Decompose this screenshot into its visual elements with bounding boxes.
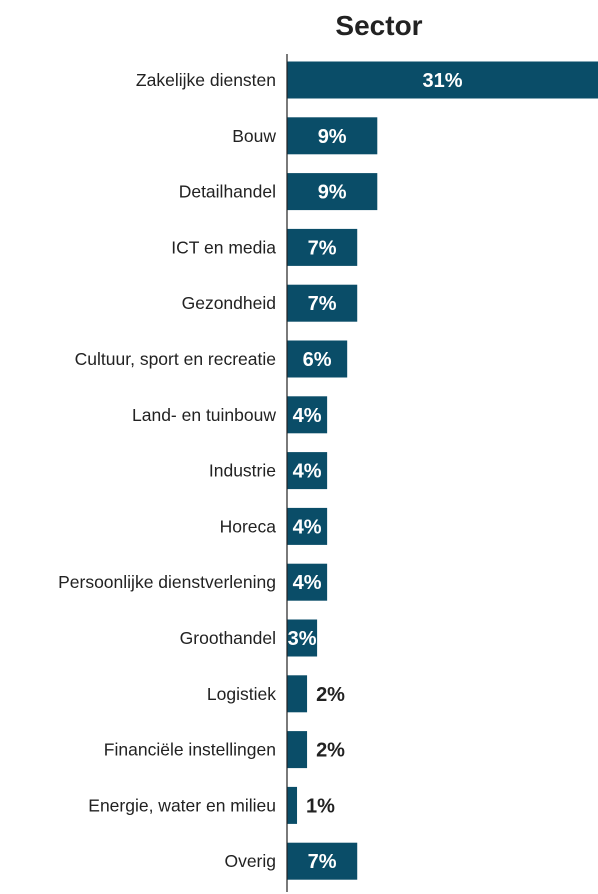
category-label-logistiek: Logistiek <box>207 684 276 704</box>
category-label-zakelijke-diensten: Zakelijke diensten <box>136 70 276 90</box>
value-label-land-en-tuinbouw: 4% <box>293 405 322 427</box>
bar-bouw <box>287 117 378 155</box>
bar-groothandel <box>287 619 318 657</box>
bar-industrie <box>287 452 328 490</box>
bar-land-en-tuinbouw <box>287 396 328 434</box>
value-label-overig: 7% <box>308 851 337 873</box>
value-label-industrie: 4% <box>293 461 322 483</box>
category-label-industrie: Industrie <box>209 461 276 481</box>
bar-financiele-instellingen <box>287 731 308 769</box>
value-label-persoonlijke-dienstverlening: 4% <box>293 572 322 594</box>
bar-persoonlijke-dienstverlening <box>287 563 328 601</box>
category-label-energie-water-en-milieu: Energie, water en milieu <box>88 795 276 815</box>
value-label-bouw: 9% <box>318 126 347 148</box>
category-label-cultuur-sport-en-recreatie: Cultuur, sport en recreatie <box>75 349 276 369</box>
category-label-overig: Overig <box>224 851 276 871</box>
category-label-land-en-tuinbouw: Land- en tuinbouw <box>132 405 276 425</box>
value-labels: 31% 9% 9% 7% 7% 6% 4% 4% 4% 4% 3% 2% 2% 1% 7% <box>288 70 463 873</box>
category-label-persoonlijke-dienstverlening: Persoonlijke dienstverlening <box>58 572 276 592</box>
category-labels: Zakelijke diensten Bouw Detailhandel ICT en… <box>58 70 276 871</box>
value-label-groothandel: 3% <box>288 628 317 650</box>
category-label-detailhandel: Detailhandel <box>179 182 276 202</box>
bar-logistiek <box>287 675 308 713</box>
bar-zakelijke-diensten <box>287 61 598 99</box>
value-label-ict-en-media: 7% <box>308 237 337 259</box>
value-label-gezondheid: 7% <box>308 293 337 315</box>
bars-layer <box>287 61 598 880</box>
category-label-bouw: Bouw <box>232 126 276 146</box>
category-label-horeca: Horeca <box>220 516 277 536</box>
bar-cultuur-sport-en-recreatie <box>287 340 348 378</box>
value-label-financiele-instellingen: 2% <box>316 740 345 762</box>
category-label-financiele-instellingen: Financiële instellingen <box>104 740 276 760</box>
bar-overig <box>287 842 358 880</box>
value-label-energie-water-en-milieu: 1% <box>306 795 335 817</box>
category-label-ict-en-media: ICT en media <box>171 237 276 257</box>
bar-ict-en-media <box>287 228 358 266</box>
value-label-logistiek: 2% <box>316 684 345 706</box>
value-label-horeca: 4% <box>293 516 322 538</box>
value-label-cultuur-sport-en-recreatie: 6% <box>303 349 332 371</box>
value-label-detailhandel: 9% <box>318 182 347 204</box>
bar-gezondheid <box>287 284 358 322</box>
category-label-gezondheid: Gezondheid <box>182 293 276 313</box>
bar-energie-water-en-milieu <box>287 786 298 824</box>
bar-horeca <box>287 507 328 545</box>
chart-title: Sector <box>335 10 423 41</box>
bar-detailhandel <box>287 173 378 211</box>
category-label-groothandel: Groothandel <box>180 628 276 648</box>
value-label-zakelijke-diensten: 31% <box>422 70 462 92</box>
